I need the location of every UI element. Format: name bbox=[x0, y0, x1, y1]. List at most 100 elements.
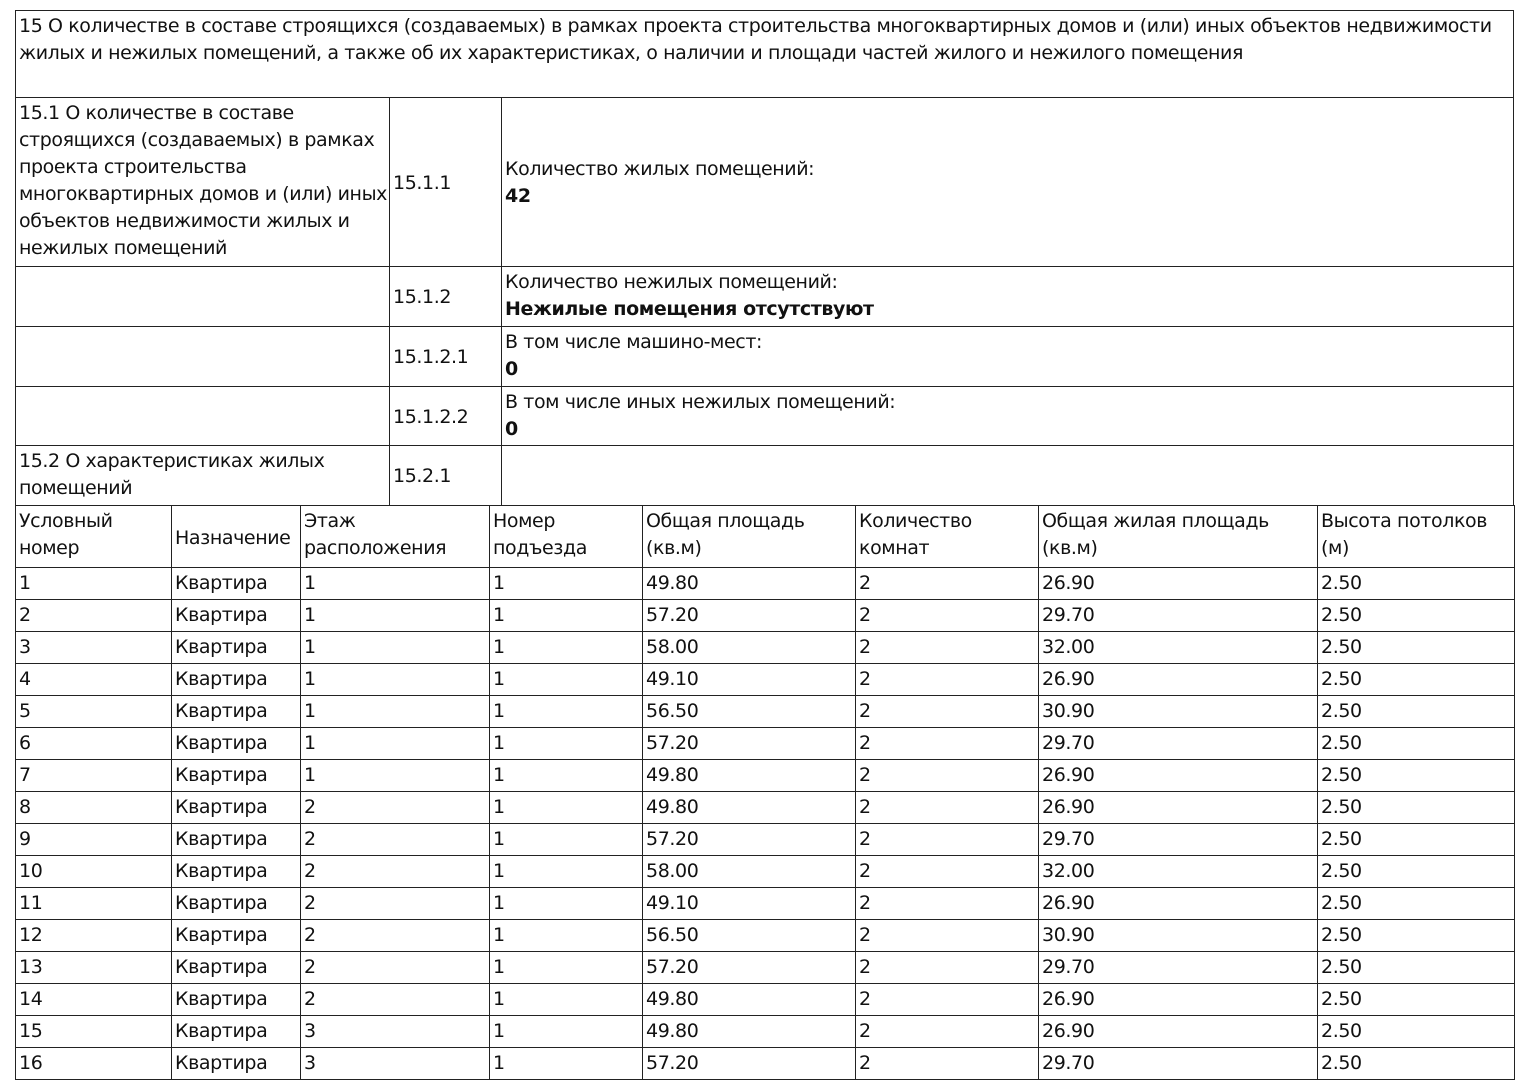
cell-floor: 2 bbox=[300, 983, 490, 1016]
cell-ceiling-height: 2.50 bbox=[1317, 727, 1515, 760]
cell-room-count: 2 bbox=[855, 983, 1039, 1016]
cell-total-area: 49.80 bbox=[642, 791, 856, 824]
cell-purpose: Квартира bbox=[171, 759, 301, 792]
cell-ceiling-height: 2.50 bbox=[1317, 1015, 1515, 1048]
cell-conditional-number: 2 bbox=[15, 599, 172, 632]
cell-living-area: 29.70 bbox=[1038, 599, 1318, 632]
cell-conditional-number: 15 bbox=[15, 1015, 172, 1048]
cell-room-count: 2 bbox=[855, 663, 1039, 696]
cell-conditional-number: 16 bbox=[15, 1047, 172, 1080]
cell-conditional-number: 6 bbox=[15, 727, 172, 760]
cell-living-area: 30.90 bbox=[1038, 919, 1318, 952]
cell-room-count: 2 bbox=[855, 887, 1039, 920]
cell-conditional-number: 10 bbox=[15, 855, 172, 888]
cell-room-count: 2 bbox=[855, 951, 1039, 984]
cell-living-area: 29.70 bbox=[1038, 727, 1318, 760]
cell-entrance-number: 1 bbox=[489, 599, 643, 632]
cell-purpose: Квартира bbox=[171, 663, 301, 696]
cell-living-area: 26.90 bbox=[1038, 663, 1318, 696]
cell-total-area: 49.10 bbox=[642, 887, 856, 920]
cell-conditional-number: 14 bbox=[15, 983, 172, 1016]
cell-floor: 2 bbox=[300, 919, 490, 952]
cell-total-area: 57.20 bbox=[642, 1047, 856, 1080]
item-code: 15.1.1 bbox=[389, 97, 502, 267]
cell-floor: 1 bbox=[300, 759, 490, 792]
item-residential-count: Количество жилых помещений: 42 bbox=[501, 97, 1514, 267]
cell-floor: 1 bbox=[300, 599, 490, 632]
header-floor: Этаж расположения bbox=[300, 505, 490, 568]
empty-cell bbox=[15, 386, 390, 446]
cell-total-area: 57.20 bbox=[642, 951, 856, 984]
cell-floor: 3 bbox=[300, 1015, 490, 1048]
section-title: 15 О количестве в составе строящихся (со… bbox=[15, 10, 1514, 98]
item-other-nonresidential-count: В том числе иных нежилых помещений: 0 bbox=[501, 386, 1514, 446]
cell-living-area: 26.90 bbox=[1038, 791, 1318, 824]
cell-ceiling-height: 2.50 bbox=[1317, 855, 1515, 888]
cell-room-count: 2 bbox=[855, 727, 1039, 760]
cell-purpose: Квартира bbox=[171, 599, 301, 632]
cell-floor: 1 bbox=[300, 695, 490, 728]
cell-total-area: 49.80 bbox=[642, 567, 856, 600]
code-text: 15.1.2.2 bbox=[393, 405, 469, 428]
cell-entrance-number: 1 bbox=[489, 791, 643, 824]
cell-total-area: 49.10 bbox=[642, 663, 856, 696]
cell-total-area: 57.20 bbox=[642, 599, 856, 632]
cell-entrance-number: 1 bbox=[489, 1047, 643, 1080]
empty-cell bbox=[15, 266, 390, 327]
item-code: 15.1.2 bbox=[389, 266, 502, 327]
cell-purpose: Квартира bbox=[171, 727, 301, 760]
item-label: Количество жилых помещений: bbox=[505, 158, 815, 180]
cell-purpose: Квартира bbox=[171, 823, 301, 856]
subsection-15-2-title: 15.2 О характеристиках жилых помещений bbox=[15, 445, 390, 506]
cell-living-area: 26.90 bbox=[1038, 759, 1318, 792]
cell-room-count: 2 bbox=[855, 631, 1039, 664]
cell-living-area: 32.00 bbox=[1038, 631, 1318, 664]
cell-floor: 2 bbox=[300, 887, 490, 920]
item-label: Количество нежилых помещений: bbox=[505, 271, 838, 293]
cell-conditional-number: 12 bbox=[15, 919, 172, 952]
cell-conditional-number: 11 bbox=[15, 887, 172, 920]
cell-floor: 2 bbox=[300, 823, 490, 856]
cell-purpose: Квартира bbox=[171, 951, 301, 984]
item-label: В том числе машино-мест: bbox=[505, 331, 762, 353]
cell-purpose: Квартира bbox=[171, 567, 301, 600]
cell-conditional-number: 1 bbox=[15, 567, 172, 600]
item-value: Нежилые помещения отсутствуют bbox=[505, 298, 874, 320]
cell-room-count: 2 bbox=[855, 791, 1039, 824]
cell-total-area: 49.80 bbox=[642, 759, 856, 792]
cell-total-area: 56.50 bbox=[642, 695, 856, 728]
cell-ceiling-height: 2.50 bbox=[1317, 631, 1515, 664]
cell-ceiling-height: 2.50 bbox=[1317, 791, 1515, 824]
cell-purpose: Квартира bbox=[171, 791, 301, 824]
cell-floor: 3 bbox=[300, 1047, 490, 1080]
cell-ceiling-height: 2.50 bbox=[1317, 919, 1515, 952]
cell-entrance-number: 1 bbox=[489, 887, 643, 920]
header-room-count: Количество комнат bbox=[855, 505, 1039, 568]
cell-conditional-number: 9 bbox=[15, 823, 172, 856]
cell-living-area: 32.00 bbox=[1038, 855, 1318, 888]
cell-entrance-number: 1 bbox=[489, 983, 643, 1016]
cell-room-count: 2 bbox=[855, 695, 1039, 728]
cell-living-area: 26.90 bbox=[1038, 1015, 1318, 1048]
cell-room-count: 2 bbox=[855, 759, 1039, 792]
cell-floor: 2 bbox=[300, 791, 490, 824]
cell-floor: 1 bbox=[300, 727, 490, 760]
cell-purpose: Квартира bbox=[171, 919, 301, 952]
cell-purpose: Квартира bbox=[171, 887, 301, 920]
cell-room-count: 2 bbox=[855, 599, 1039, 632]
header-total-area: Общая площадь (кв.м) bbox=[642, 505, 856, 568]
cell-floor: 2 bbox=[300, 855, 490, 888]
cell-purpose: Квартира bbox=[171, 983, 301, 1016]
cell-total-area: 58.00 bbox=[642, 631, 856, 664]
cell-conditional-number: 8 bbox=[15, 791, 172, 824]
cell-living-area: 26.90 bbox=[1038, 887, 1318, 920]
cell-ceiling-height: 2.50 bbox=[1317, 567, 1515, 600]
cell-entrance-number: 1 bbox=[489, 631, 643, 664]
cell-ceiling-height: 2.50 bbox=[1317, 823, 1515, 856]
cell-room-count: 2 bbox=[855, 823, 1039, 856]
cell-living-area: 29.70 bbox=[1038, 951, 1318, 984]
item-parking-count: В том числе машино-мест: 0 bbox=[501, 326, 1514, 387]
cell-room-count: 2 bbox=[855, 919, 1039, 952]
code-text: 15.2.1 bbox=[393, 465, 452, 487]
cell-entrance-number: 1 bbox=[489, 663, 643, 696]
